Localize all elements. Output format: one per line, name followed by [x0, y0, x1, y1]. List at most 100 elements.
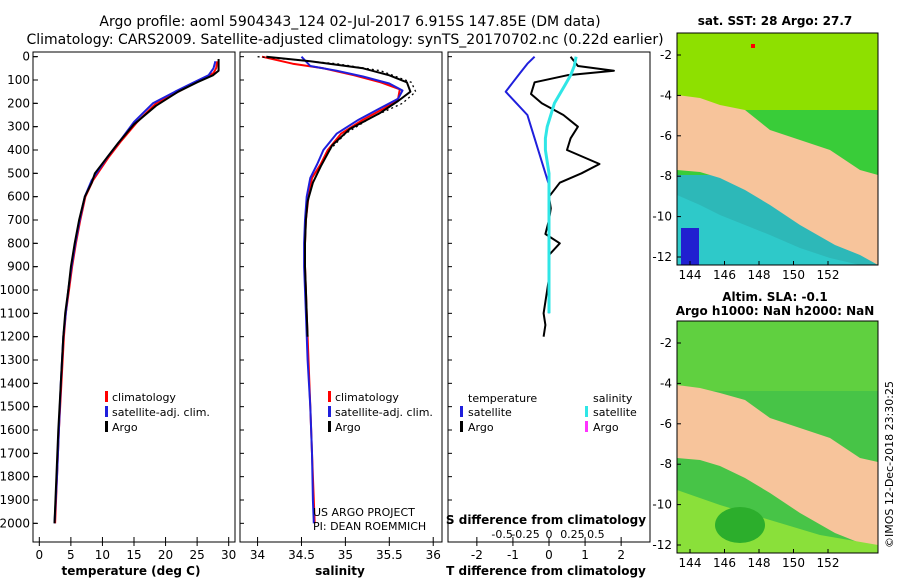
legend-swatch-argo: [328, 421, 331, 432]
x-tick-label: 25: [189, 548, 204, 562]
x-tick-label: 35.5: [376, 548, 403, 562]
header-line1: Argo profile: aoml 5904343_124 02-Jul-20…: [99, 14, 600, 30]
map-lon-label: 146: [713, 268, 736, 282]
legend-swatch-climatology: [105, 391, 108, 402]
map-lat-label: -4: [660, 88, 672, 102]
map-lat-label: -4: [660, 376, 672, 390]
salinity-xlabel: salinity: [315, 564, 365, 578]
difference-xlabel: T difference from climatology: [446, 564, 646, 578]
depth-tick-label: 300: [7, 120, 30, 134]
legend-sal-argo: Argo: [335, 421, 361, 434]
map-lat-label: -2: [660, 336, 672, 350]
salinity-difference-label: S difference from climatology: [446, 513, 646, 527]
legend-swatch-satellite: [105, 406, 108, 417]
salinity-diff-tick-label: -0.25: [511, 528, 539, 541]
map-lat-label: -2: [660, 48, 672, 62]
sst-map-argo-marker: [751, 44, 755, 48]
map-lat-label: -12: [652, 250, 672, 264]
legend-diff-temp-argo: Argo: [468, 421, 494, 434]
map-lon-label: 150: [782, 556, 805, 570]
sla-map-eddy: [715, 507, 765, 543]
depth-tick-label: 1300: [0, 353, 30, 367]
sst-map: [676, 32, 879, 266]
depth-tick-label: 700: [7, 213, 30, 227]
legend-swatch-sat-salinity: [585, 406, 588, 417]
depth-tick-label: 200: [7, 96, 30, 110]
difference-legend: temperature salinity satellite Argo sate…: [460, 392, 637, 434]
depth-tick-label: 500: [7, 166, 30, 180]
sst-map-blue-patch: [681, 228, 699, 265]
depth-tick-label: 1600: [0, 423, 30, 437]
map-lat-label: -6: [660, 417, 672, 431]
legend-temp-climatology: climatology: [112, 391, 176, 404]
map-lat-label: -8: [660, 457, 672, 471]
x-tick-label: 5: [67, 548, 75, 562]
series-line-salinity-satellite: [543, 56, 578, 314]
salinity-legend: climatology satellite-adj. clim. Argo: [328, 391, 433, 434]
depth-tick-label: 1700: [0, 446, 30, 460]
map-lat-label: -8: [660, 169, 672, 183]
legend-temp-satellite: satellite-adj. clim.: [112, 406, 210, 419]
sla-map-title2: Argo h1000: NaN h2000: NaN: [676, 304, 875, 318]
depth-tick-label: 2000: [0, 516, 30, 530]
depth-tick-label: 400: [7, 143, 30, 157]
map-lat-label: -10: [652, 498, 672, 512]
depth-tick-label: 100: [7, 73, 30, 87]
legend-swatch-argo: [460, 421, 463, 432]
difference-plot: -2 -1 0 1 2 -0.5-0.25 0 0.25 0.5: [448, 55, 625, 562]
sla-map-title1: Altim. SLA: -0.1: [722, 290, 828, 304]
map-lon-label: 150: [782, 268, 805, 282]
sla-map-frame: [676, 320, 879, 554]
x-tick-label: 20: [158, 548, 173, 562]
depth-tick-label: 1500: [0, 400, 30, 414]
x-tick-label: 34.5: [288, 548, 315, 562]
legend-diff-sal-header: salinity: [593, 392, 633, 405]
x-tick-label: 36: [426, 548, 441, 562]
legend-diff-sal-satellite: satellite: [593, 406, 637, 419]
map-axes: -2 -4 -6 -8 -10 -12 144 146 148 150 152 -2 -4 -6 -8 -10…: [652, 48, 839, 570]
depth-tick-label: 1100: [0, 306, 30, 320]
x-tick-label: -2: [471, 548, 483, 562]
temperature-legend: climatology satellite-adj. clim. Argo: [105, 391, 210, 434]
x-tick-label: 35: [338, 548, 353, 562]
legend-swatch-climatology: [328, 391, 331, 402]
series-line-satellite-adj-clim-: [300, 56, 404, 524]
x-tick-label: 30: [221, 548, 236, 562]
salinity-panel-frame: [239, 51, 443, 543]
map-lon-label: 144: [679, 268, 702, 282]
legend-diff-sal-argo: Argo: [593, 421, 619, 434]
legend-diff-temp-satellite: satellite: [468, 406, 512, 419]
depth-axis: 0 100 200 300 400 500 600 700 800 900 1000 1100 1200…: [0, 50, 38, 530]
depth-tick-label: 1900: [0, 493, 30, 507]
legend-sal-satellite: satellite-adj. clim.: [335, 406, 433, 419]
credit-line1: US ARGO PROJECT: [313, 506, 415, 519]
map-lon-label: 148: [748, 268, 771, 282]
depth-tick-label: 600: [7, 190, 30, 204]
x-tick-label: 0: [35, 548, 43, 562]
map-lat-label: -10: [652, 210, 672, 224]
sla-map: [676, 320, 879, 554]
map-lat-label: -12: [652, 538, 672, 552]
sst-map-shelf: [677, 195, 860, 265]
map-lon-label: 146: [713, 556, 736, 570]
depth-tick-label: 1400: [0, 376, 30, 390]
temperature-xlabel: temperature (deg C): [62, 564, 201, 578]
x-tick-label: 10: [95, 548, 110, 562]
sst-map-land: [677, 95, 878, 265]
depth-tick-label: 0: [22, 50, 30, 64]
series-line-argo: [53, 59, 220, 524]
salinity-diff-tick-label: 0.25: [560, 528, 585, 541]
legend-swatch-satellite: [328, 406, 331, 417]
series-line-argo: [266, 55, 412, 337]
x-tick-label: 34: [250, 548, 265, 562]
salinity-diff-tick-label: -0.5: [491, 528, 512, 541]
header-line2: Climatology: CARS2009. Satellite-adjuste…: [26, 32, 663, 48]
sst-map-title: sat. SST: 28 Argo: 27.7: [698, 14, 852, 28]
legend-temp-argo: Argo: [112, 421, 138, 434]
sst-map-frame: [676, 32, 879, 266]
sla-map-land: [677, 385, 878, 553]
temperature-plot: 0 5 10 15 20 25 30: [33, 56, 236, 562]
depth-tick-label: 1200: [0, 330, 30, 344]
map-lon-label: 144: [679, 556, 702, 570]
